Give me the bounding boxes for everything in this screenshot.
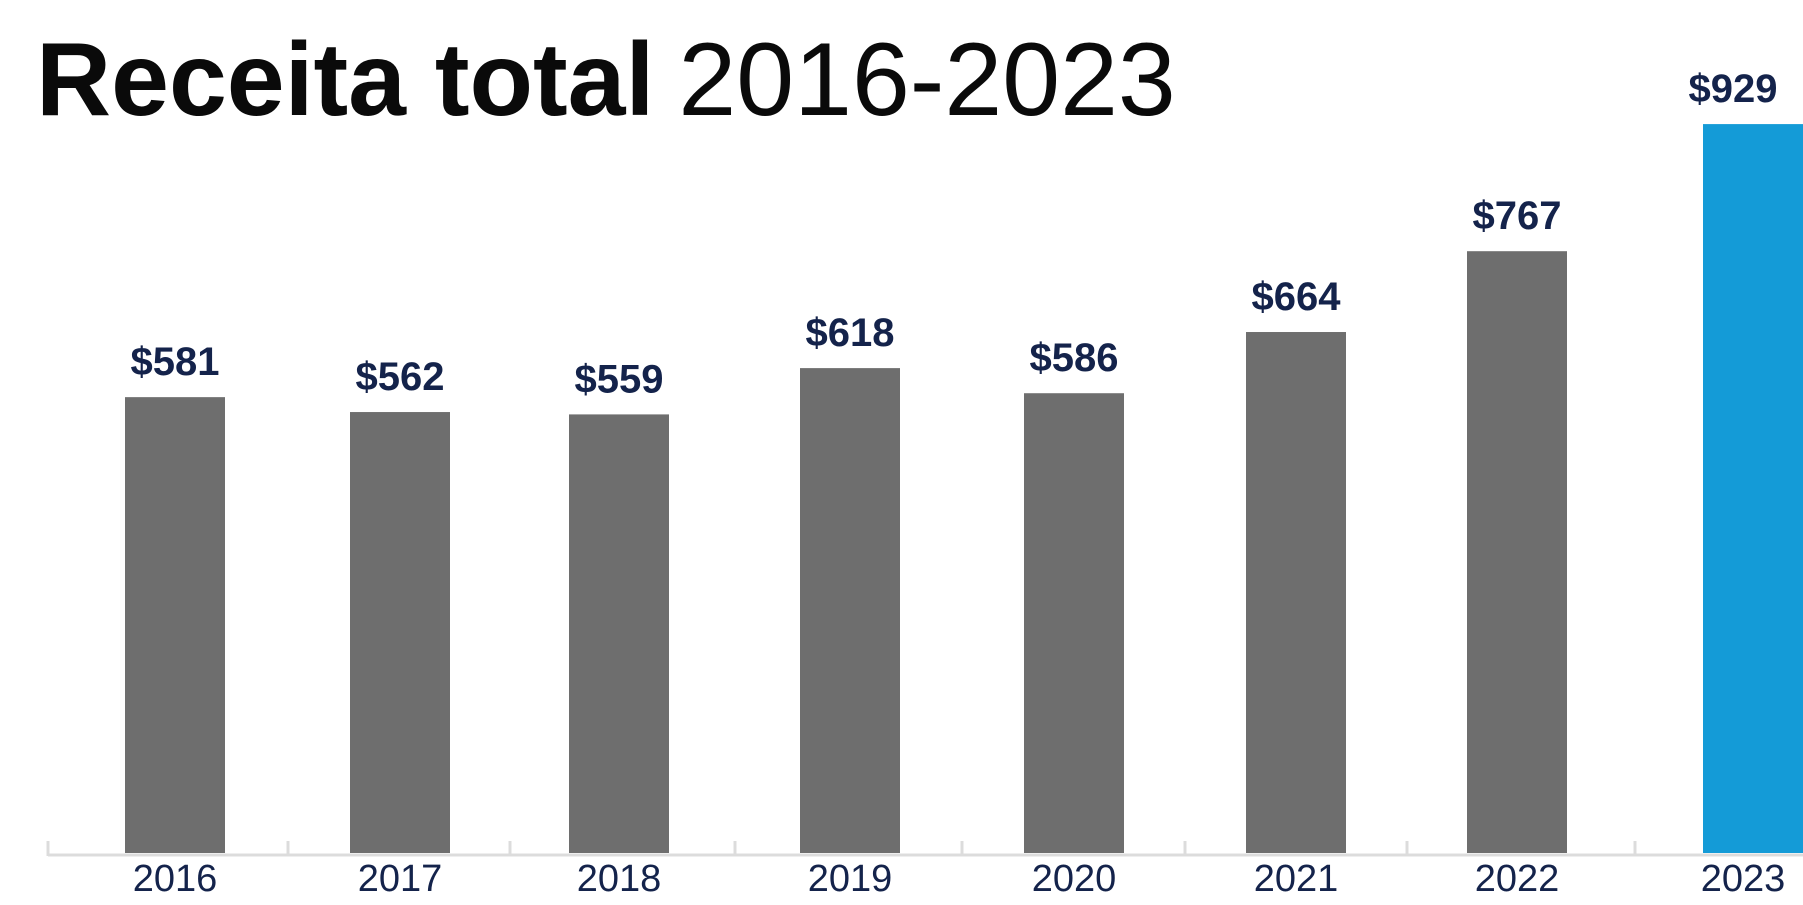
bar-2023 <box>1703 124 1803 854</box>
x-tick-label: 2022 <box>1475 858 1560 900</box>
bar-2017 <box>350 412 450 853</box>
chart-title-bold: Receita total <box>36 22 654 138</box>
x-tick-label: 2020 <box>1032 858 1117 900</box>
x-tick-label: 2021 <box>1254 858 1339 900</box>
x-tick-label: 2019 <box>808 858 893 900</box>
bar-value-label: $581 <box>131 340 220 384</box>
bar-value-label: $559 <box>575 357 664 401</box>
bar-value-label: $562 <box>356 355 445 399</box>
bar-value-label: $618 <box>806 311 895 355</box>
bar-value-label: $767 <box>1473 194 1562 238</box>
bar-2016 <box>125 397 225 853</box>
bar-2022 <box>1467 251 1567 853</box>
bar-2019 <box>800 368 900 853</box>
chart-title: Receita total 2016-2023 <box>36 22 1176 138</box>
bar-2020 <box>1024 393 1124 853</box>
bar-value-label: $929 <box>1689 67 1778 111</box>
bar-value-label: $664 <box>1252 275 1342 319</box>
x-tick-label: 2023 <box>1701 858 1786 900</box>
bars-group: $581 $562 $559 $618 $586 $664 $767 $929 <box>125 67 1803 854</box>
chart-title-light: 2016-2023 <box>678 22 1175 138</box>
bar-2018 <box>569 414 669 853</box>
bar-2021 <box>1246 332 1346 853</box>
x-tick-label: 2017 <box>358 858 443 900</box>
x-tick-label: 2016 <box>133 858 218 900</box>
x-axis: 2016 2017 2018 2019 2020 2021 2022 2023 <box>46 841 1803 900</box>
x-tick-label: 2018 <box>577 858 662 900</box>
bar-value-label: $586 <box>1030 336 1119 380</box>
